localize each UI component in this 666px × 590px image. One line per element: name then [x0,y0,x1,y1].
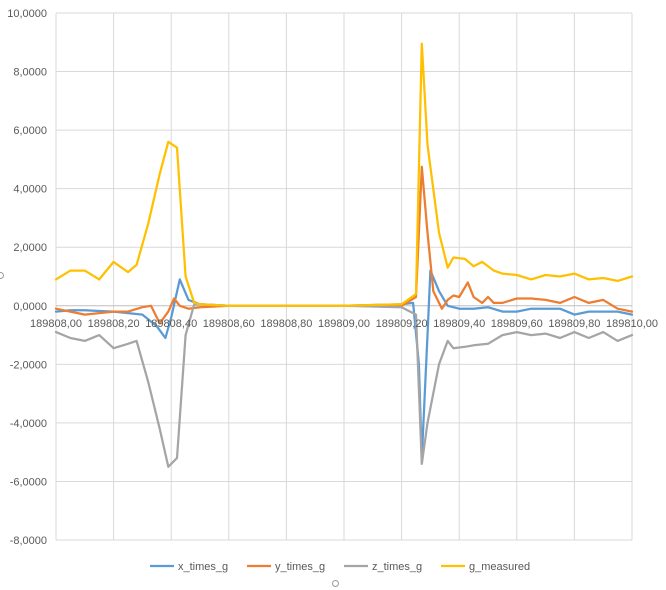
legend-label: y_times_g [275,561,325,573]
x-tick-label: 189809,60 [491,318,543,330]
y-tick-label: -6,0000 [10,476,47,488]
x-tick-label: 189808,60 [203,318,255,330]
left-resize-handle[interactable] [0,272,4,279]
x-tick-label: 189809,80 [548,318,600,330]
y-tick-label: 8,0000 [13,67,47,79]
series-line-g-measured [54,42,634,307]
y-tick-label: 4,0000 [13,184,47,196]
y-axis-tick-labels: -8,0000 -6,0000 -4,0000 -2,0000 0,0000 2,0000… [7,8,47,547]
x-axis-tick-labels: 189808,00 189808,20 189808,40 189808,60 1898… [30,318,658,330]
x-tick-label: 189809,40 [433,318,485,330]
legend-label: x_times_g [178,561,228,573]
bottom-resize-handle[interactable] [332,580,339,587]
y-tick-label: 6,0000 [13,125,47,137]
series-layer [54,42,634,468]
y-tick-label: -8,0000 [10,535,47,547]
y-tick-label: 2,0000 [13,242,47,254]
x-tick-label: 189810,00 [606,318,658,330]
x-tick-label: 189809,20 [376,318,428,330]
legend: x_times_g y_times_g z_times_g g_measured [150,561,530,573]
x-tick-label: 189808,40 [145,318,197,330]
series-line-z-times-g [54,303,634,468]
series-line-y-times-g [54,165,634,325]
x-tick-label: 189809,00 [318,318,370,330]
y-tick-label: -2,0000 [10,359,47,371]
y-tick-label: 0,0000 [13,301,47,313]
y-tick-label: 10,0000 [7,8,47,20]
grid-layer [55,12,633,541]
x-tick-label: 189808,80 [260,318,312,330]
x-tick-label: 189808,20 [88,318,140,330]
x-tick-label: 189808,00 [30,318,82,330]
y-tick-label: -4,0000 [10,418,47,430]
legend-label: z_times_g [372,561,422,573]
legend-label: g_measured [469,561,530,573]
